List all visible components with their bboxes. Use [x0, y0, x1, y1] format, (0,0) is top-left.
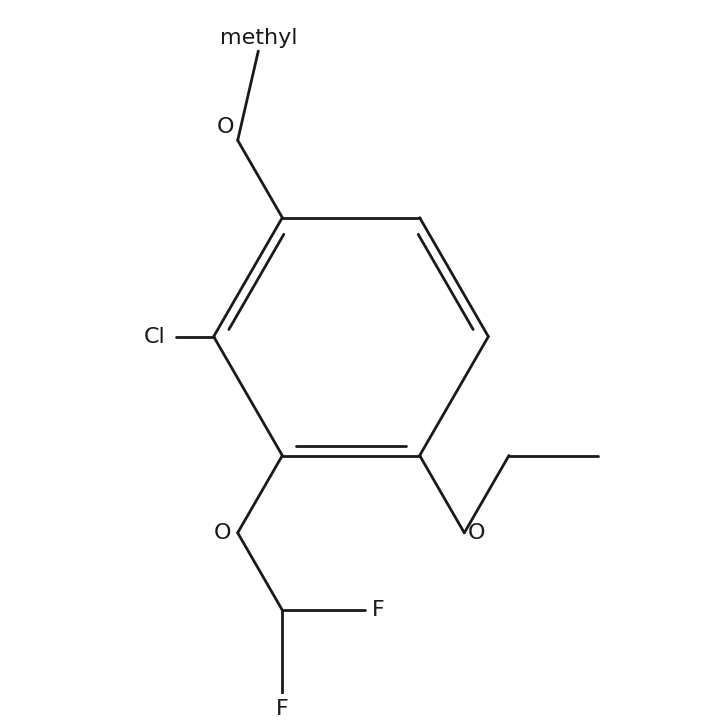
Text: O: O [217, 117, 234, 137]
Text: O: O [213, 523, 231, 543]
Text: Cl: Cl [144, 327, 166, 346]
Text: methyl: methyl [220, 27, 297, 48]
Text: O: O [468, 523, 485, 543]
Text: F: F [276, 699, 289, 719]
Text: F: F [371, 600, 385, 620]
